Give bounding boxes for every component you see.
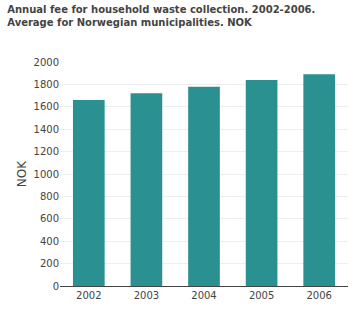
svg-text:800: 800	[40, 191, 59, 202]
svg-text:1000: 1000	[34, 169, 59, 180]
svg-text:1600: 1600	[34, 101, 59, 112]
svg-text:Annual fee for household waste: Annual fee for household waste collectio…	[7, 4, 315, 28]
svg-text:2000: 2000	[34, 57, 59, 68]
svg-text:1400: 1400	[34, 124, 59, 135]
svg-text:1200: 1200	[34, 146, 59, 157]
svg-text:200: 200	[40, 258, 59, 269]
svg-text:2004: 2004	[191, 290, 216, 301]
svg-text:NOK: NOK	[15, 160, 29, 187]
svg-text:0: 0	[53, 281, 59, 292]
svg-text:2005: 2005	[249, 290, 274, 301]
svg-text:2006: 2006	[306, 290, 331, 301]
svg-text:2003: 2003	[134, 290, 159, 301]
svg-text:600: 600	[40, 213, 59, 224]
svg-text:400: 400	[40, 236, 59, 247]
svg-text:2002: 2002	[76, 290, 101, 301]
svg-text:1800: 1800	[34, 79, 59, 90]
